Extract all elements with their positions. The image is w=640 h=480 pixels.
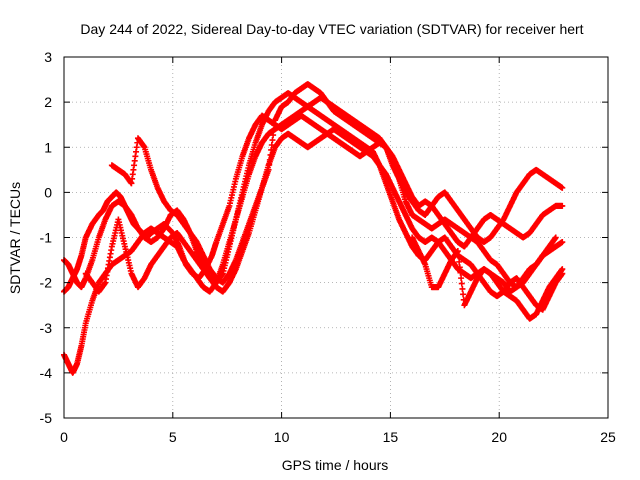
y-axis-label: SDTVAR / TECUs [7, 182, 23, 294]
x-tick-label: 0 [60, 429, 68, 445]
data-point [459, 285, 466, 292]
x-tick-label: 20 [491, 429, 507, 445]
data-point [559, 239, 566, 246]
y-tick-label: -4 [40, 365, 53, 381]
x-tick-label: 25 [600, 429, 616, 445]
y-tick-label: 3 [44, 49, 52, 65]
x-tick-label: 15 [383, 429, 399, 445]
y-tick-label: -3 [40, 320, 53, 336]
chart-title: Day 244 of 2022, Sidereal Day-to-day VTE… [80, 21, 583, 37]
x-tick-label: 10 [274, 429, 290, 445]
data-markers [61, 81, 566, 376]
y-tick-label: 0 [44, 184, 52, 200]
data-point [458, 280, 465, 287]
series-track-5 [108, 81, 566, 286]
y-tick-label: 2 [44, 94, 52, 110]
data-point [552, 234, 559, 241]
y-tick-label: -5 [40, 410, 53, 426]
data-point [460, 291, 467, 298]
x-axis-label: GPS time / hours [282, 457, 389, 473]
y-tick-label: -2 [40, 275, 53, 291]
y-tick-label: 1 [44, 139, 52, 155]
data-point [559, 202, 566, 209]
x-tick-label: 5 [169, 429, 177, 445]
grid-lines [64, 57, 608, 418]
y-tick-label: -1 [40, 230, 53, 246]
